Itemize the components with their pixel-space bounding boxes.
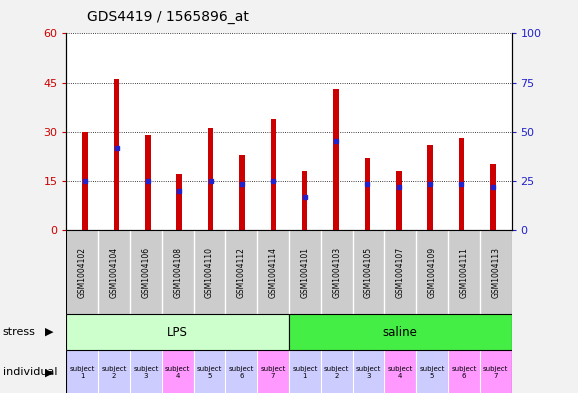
Text: GSM1004104: GSM1004104 <box>110 246 118 298</box>
Text: subject
7: subject 7 <box>483 366 508 379</box>
Text: GSM1004112: GSM1004112 <box>237 247 246 298</box>
Text: GSM1004107: GSM1004107 <box>396 246 405 298</box>
Text: GSM1004102: GSM1004102 <box>78 247 87 298</box>
Bar <box>353 350 384 393</box>
Bar <box>145 135 151 230</box>
Bar <box>194 350 225 393</box>
Text: ▶: ▶ <box>45 367 53 377</box>
Text: subject
1: subject 1 <box>70 366 95 379</box>
Text: subject
6: subject 6 <box>451 366 476 379</box>
Bar <box>321 350 353 393</box>
Bar <box>114 79 120 230</box>
Text: GSM1004114: GSM1004114 <box>269 247 277 298</box>
Bar <box>427 145 433 230</box>
Bar <box>66 314 289 350</box>
Text: GSM1004111: GSM1004111 <box>460 247 468 298</box>
Bar <box>257 350 289 393</box>
Text: ▶: ▶ <box>45 327 53 337</box>
Bar <box>208 129 213 230</box>
Text: subject
5: subject 5 <box>420 366 444 379</box>
Bar <box>289 350 321 393</box>
Bar <box>239 154 245 230</box>
Bar <box>271 119 276 230</box>
Text: subject
3: subject 3 <box>356 366 381 379</box>
Bar <box>66 350 98 393</box>
Text: GDS4419 / 1565896_at: GDS4419 / 1565896_at <box>87 10 249 24</box>
Bar <box>365 158 370 230</box>
Bar <box>225 350 257 393</box>
Bar <box>162 350 194 393</box>
Bar <box>448 350 480 393</box>
Text: GSM1004105: GSM1004105 <box>364 246 373 298</box>
Bar <box>289 314 512 350</box>
Bar <box>98 350 130 393</box>
Text: subject
4: subject 4 <box>165 366 190 379</box>
Text: GSM1004108: GSM1004108 <box>173 247 182 298</box>
Text: subject
2: subject 2 <box>102 366 127 379</box>
Text: subject
6: subject 6 <box>229 366 254 379</box>
Bar <box>176 174 182 230</box>
Bar <box>480 350 512 393</box>
Text: GSM1004110: GSM1004110 <box>205 247 214 298</box>
Text: subject
3: subject 3 <box>134 366 158 379</box>
Bar <box>396 171 402 230</box>
Bar <box>333 89 339 230</box>
Bar <box>302 171 307 230</box>
Text: subject
7: subject 7 <box>261 366 286 379</box>
Bar <box>458 138 464 230</box>
Text: subject
1: subject 1 <box>292 366 317 379</box>
Text: subject
4: subject 4 <box>388 366 413 379</box>
Bar <box>83 132 88 230</box>
Bar <box>490 164 495 230</box>
Bar <box>130 350 162 393</box>
Text: individual: individual <box>3 367 57 377</box>
Bar <box>384 350 416 393</box>
Text: subject
2: subject 2 <box>324 366 349 379</box>
Text: subject
5: subject 5 <box>197 366 222 379</box>
Text: saline: saline <box>383 325 418 339</box>
Text: GSM1004103: GSM1004103 <box>332 246 341 298</box>
Text: GSM1004106: GSM1004106 <box>142 246 150 298</box>
Bar <box>416 350 448 393</box>
Text: GSM1004113: GSM1004113 <box>491 247 500 298</box>
Text: GSM1004109: GSM1004109 <box>428 246 436 298</box>
Text: LPS: LPS <box>167 325 188 339</box>
Text: stress: stress <box>3 327 36 337</box>
Text: GSM1004101: GSM1004101 <box>301 247 309 298</box>
